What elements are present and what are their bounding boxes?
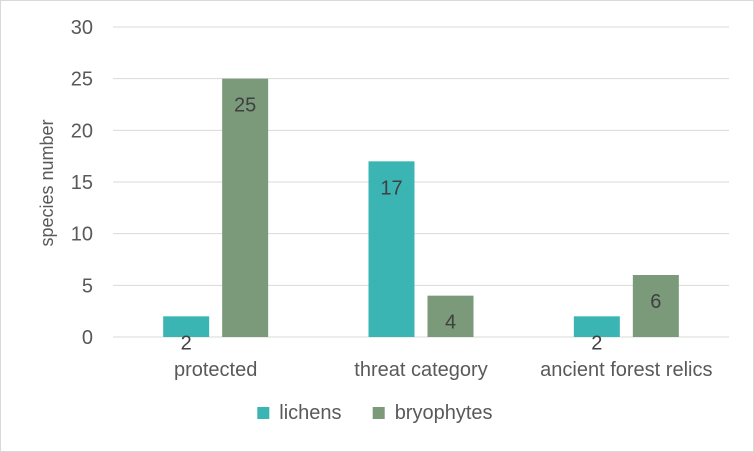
y-tick-label: 20 (71, 120, 93, 142)
legend-swatch-lichens (257, 407, 270, 419)
legend: lichens bryophytes (257, 402, 493, 424)
y-tick-label: 30 (71, 17, 93, 39)
legend-swatch-bryophytes (372, 407, 385, 419)
y-tick-label: 5 (82, 275, 93, 297)
category-label: threat category (354, 359, 487, 381)
bar-bryophytes-2 (632, 275, 679, 337)
y-axis-ticks: 0 5 10 15 20 25 30 (71, 17, 93, 349)
data-label-bryophytes-1: 4 (445, 312, 456, 334)
bar-lichens-0 (163, 316, 210, 337)
legend-label-lichens: lichens (279, 402, 341, 424)
y-tick-label: 15 (71, 172, 93, 194)
data-label-lichens-1: 17 (380, 177, 402, 199)
data-label-bryophytes-0: 25 (234, 95, 256, 117)
category-labels: protected threat category ancient forest r… (174, 359, 713, 381)
bar-lichens-2 (573, 316, 620, 337)
data-label-lichens-2: 2 (591, 332, 602, 354)
y-tick-label: 10 (71, 224, 93, 246)
legend-label-bryophytes: bryophytes (395, 402, 493, 424)
y-axis-title: species number (37, 119, 57, 246)
bar-bryophytes-1 (427, 295, 474, 337)
y-tick-label: 25 (71, 69, 93, 91)
category-label: ancient forest relics (540, 359, 712, 381)
y-tick-label: 0 (82, 327, 93, 349)
bar-bryophytes-0 (222, 78, 269, 338)
bars (163, 78, 679, 338)
gridlines (113, 26, 729, 338)
data-labels: 2 25 17 4 2 6 (181, 95, 662, 355)
bar-lichens-1 (368, 161, 415, 337)
category-label: protected (174, 359, 257, 381)
data-label-lichens-0: 2 (181, 332, 192, 354)
data-label-bryophytes-2: 6 (650, 291, 661, 313)
